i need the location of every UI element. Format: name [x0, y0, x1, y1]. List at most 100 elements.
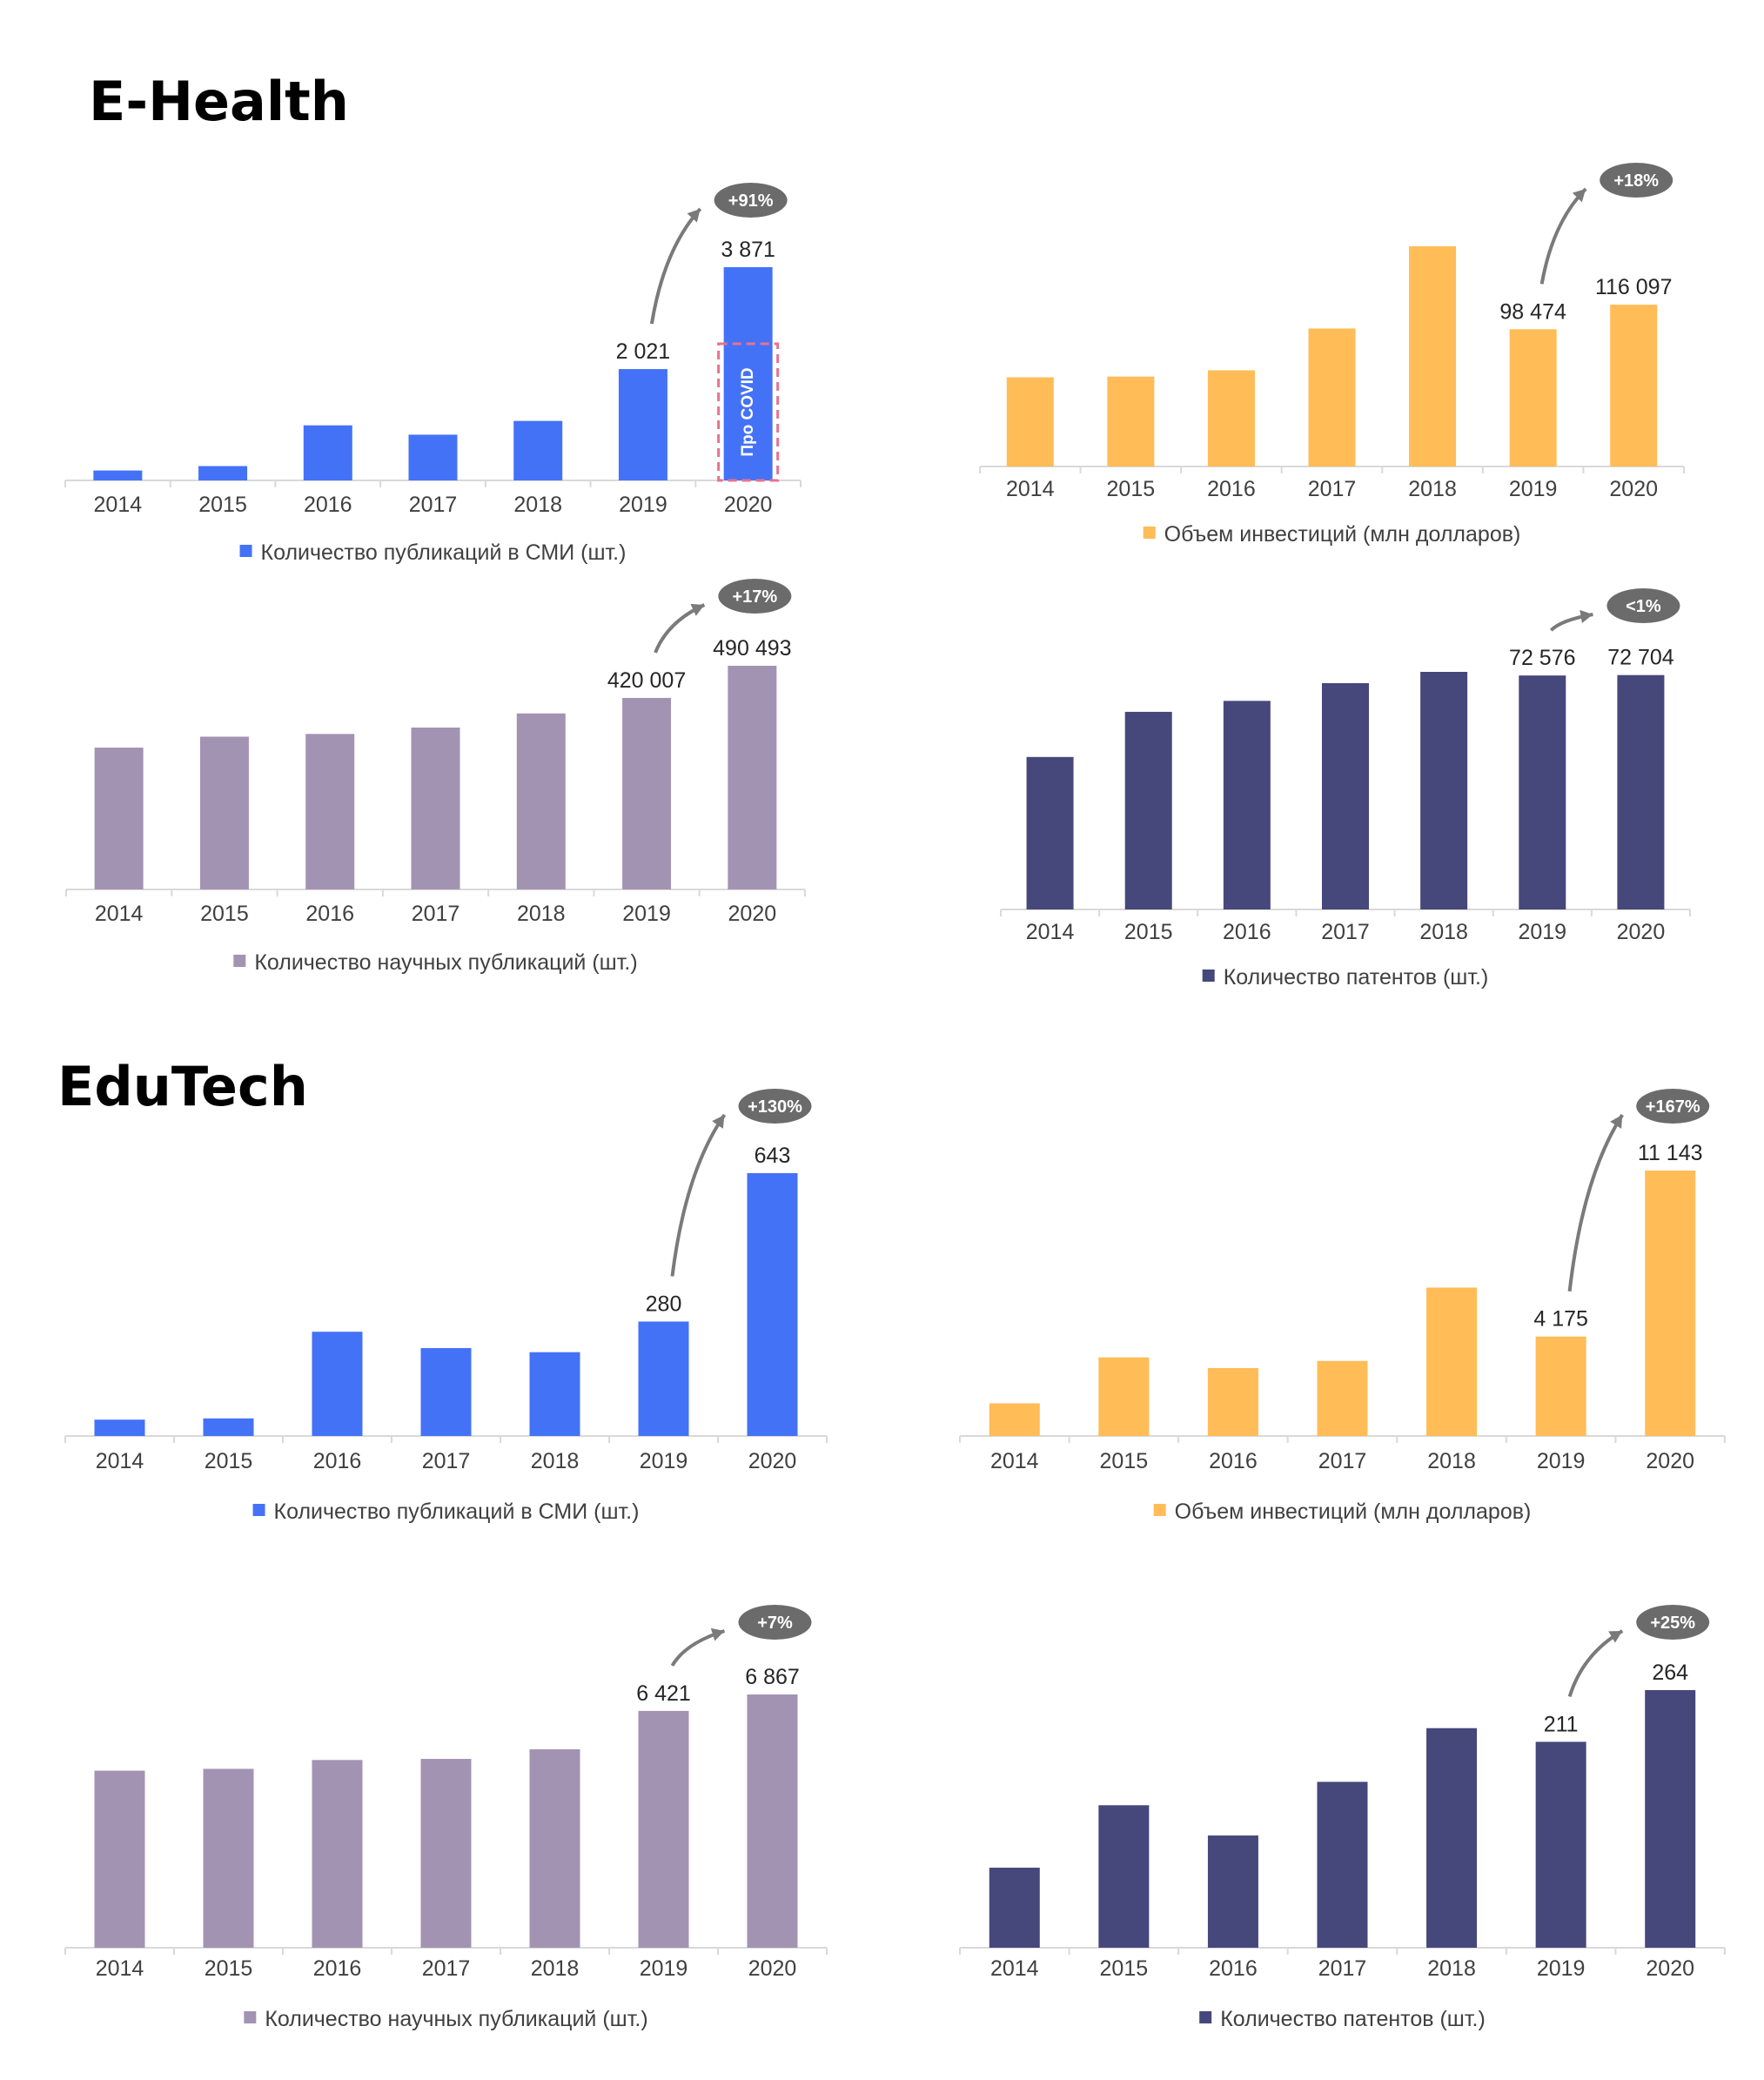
x-tick-label: 2020	[748, 1449, 797, 1473]
bar-2020	[1617, 674, 1665, 909]
data-label: 11 143	[1638, 1141, 1703, 1165]
legend-swatch	[1143, 527, 1156, 539]
bar-2015	[1098, 1357, 1150, 1436]
bar-2020	[1645, 1690, 1696, 1948]
bar-2019	[618, 369, 667, 480]
x-tick-label: 2016	[1209, 1956, 1258, 1981]
bar-2016	[1207, 1835, 1258, 1948]
bar-2014	[94, 748, 144, 889]
x-tick-label: 2018	[1408, 477, 1457, 501]
bar-2014	[989, 1868, 1040, 1948]
data-label: 4 175	[1533, 1307, 1588, 1332]
x-tick-label: 2018	[531, 1449, 580, 1473]
growth-arrow	[649, 207, 702, 325]
legend-swatch	[1202, 970, 1215, 982]
legend-swatch	[1199, 2011, 1212, 2023]
growth-arrow-head	[1580, 609, 1593, 623]
bar-2017	[420, 1348, 472, 1436]
bar-2014	[94, 1770, 145, 1948]
x-tick-label: 2020	[724, 493, 773, 517]
growth-badge-label: +91%	[728, 191, 774, 211]
x-tick-label: 2014	[96, 1449, 144, 1473]
legend-label: Объем инвестиций (млн долларов)	[1164, 522, 1521, 547]
covid-highlight-box	[717, 342, 780, 482]
growth-badge-label: +7%	[757, 1614, 793, 1633]
growth-arrow-head	[687, 209, 701, 223]
data-label: 3 871	[721, 238, 775, 262]
x-tick-label: 2016	[1207, 477, 1256, 501]
legend-label: Количество патентов (шт.)	[1220, 2007, 1486, 2031]
growth-badge	[738, 1605, 812, 1640]
growth-arrow-head	[690, 603, 705, 616]
growth-arrow	[1567, 1113, 1624, 1292]
bar-2015	[199, 736, 249, 889]
legend-swatch	[244, 2011, 257, 2023]
x-tick-label: 2016	[304, 493, 352, 517]
bar-2016	[303, 425, 352, 480]
x-tick-label: 2018	[517, 902, 566, 926]
growth-arrow-head	[712, 1115, 725, 1129]
bar-2020	[747, 1694, 798, 1948]
bar-2018	[1426, 1728, 1478, 1948]
growth-badge	[1636, 1605, 1710, 1640]
section-title-edutech: EduTech	[57, 1055, 308, 1118]
bar-2014	[1026, 756, 1074, 909]
legend-label: Количество публикаций в СМИ (шт.)	[274, 1500, 640, 1524]
growth-badge	[738, 1089, 812, 1124]
bar-2018	[529, 1352, 580, 1436]
x-tick-label: 2017	[422, 1956, 471, 1981]
data-label: 264	[1652, 1661, 1688, 1685]
x-tick-label: 2017	[1308, 477, 1357, 501]
x-tick-label: 2015	[1124, 920, 1173, 944]
bar-2018	[1409, 246, 1457, 466]
bar-2019	[1509, 329, 1557, 466]
bar-2015	[1124, 711, 1172, 909]
bar-2018	[516, 713, 566, 889]
data-label: 6 867	[745, 1665, 800, 1689]
data-label: 2 021	[616, 339, 671, 364]
growth-arrow-head	[1610, 1115, 1623, 1129]
covid-annotation-label: Про COVID	[739, 367, 757, 456]
bar-2020	[747, 1173, 798, 1436]
x-tick-label: 2019	[1537, 1449, 1586, 1473]
data-label: 643	[755, 1144, 791, 1168]
x-tick-label: 2018	[513, 493, 562, 517]
bar-2020	[728, 666, 777, 889]
bar-2017	[1308, 328, 1356, 466]
x-tick-label: 2014	[1026, 920, 1075, 944]
chart-edutech-investment: 2014 2015 2016 2017 2018 2019 4 175 2020 11 143 +…	[959, 1089, 1726, 1524]
growth-badge-label: +18%	[1613, 171, 1659, 191]
x-tick-label: 2019	[622, 902, 671, 926]
growth-arrow-head	[1608, 1631, 1623, 1643]
x-tick-label: 2019	[640, 1956, 688, 1981]
growth-badge-label: +130%	[748, 1097, 802, 1117]
bar-2015	[198, 466, 248, 480]
bar-2016	[1223, 701, 1271, 909]
data-label: 98 474	[1499, 299, 1566, 324]
section-title-ehealth: E-Health	[89, 70, 349, 133]
bar-2015	[203, 1768, 254, 1948]
bar-2015	[1098, 1805, 1150, 1948]
legend-swatch	[1153, 1504, 1166, 1516]
bar-2014	[989, 1403, 1040, 1436]
x-tick-label: 2017	[409, 493, 458, 517]
bar-2019	[1535, 1336, 1586, 1436]
x-tick-label: 2019	[640, 1449, 688, 1473]
x-tick-label: 2019	[619, 493, 667, 517]
legend-label: Количество научных публикаций (шт.)	[254, 950, 637, 975]
x-tick-label: 2015	[1107, 477, 1156, 501]
growth-badge-label: <1%	[1626, 597, 1661, 616]
legend-label: Количество научных публикаций (шт.)	[265, 2007, 647, 2031]
bar-2016	[1207, 1367, 1258, 1436]
x-tick-label: 2016	[1223, 920, 1271, 944]
chart-edutech-patents: 2014 2015 2016 2017 2018 2019 211 2020 264 +25% Ко…	[959, 1605, 1726, 2031]
x-tick-label: 2015	[200, 902, 249, 926]
growth-badge-label: +17%	[732, 587, 777, 607]
x-tick-label: 2017	[1321, 920, 1370, 944]
data-label: 6 421	[636, 1681, 691, 1706]
data-label: 490 493	[713, 636, 791, 661]
bar-2014	[1006, 377, 1054, 466]
legend-swatch	[239, 545, 252, 557]
x-tick-label: 2017	[1318, 1956, 1367, 1981]
